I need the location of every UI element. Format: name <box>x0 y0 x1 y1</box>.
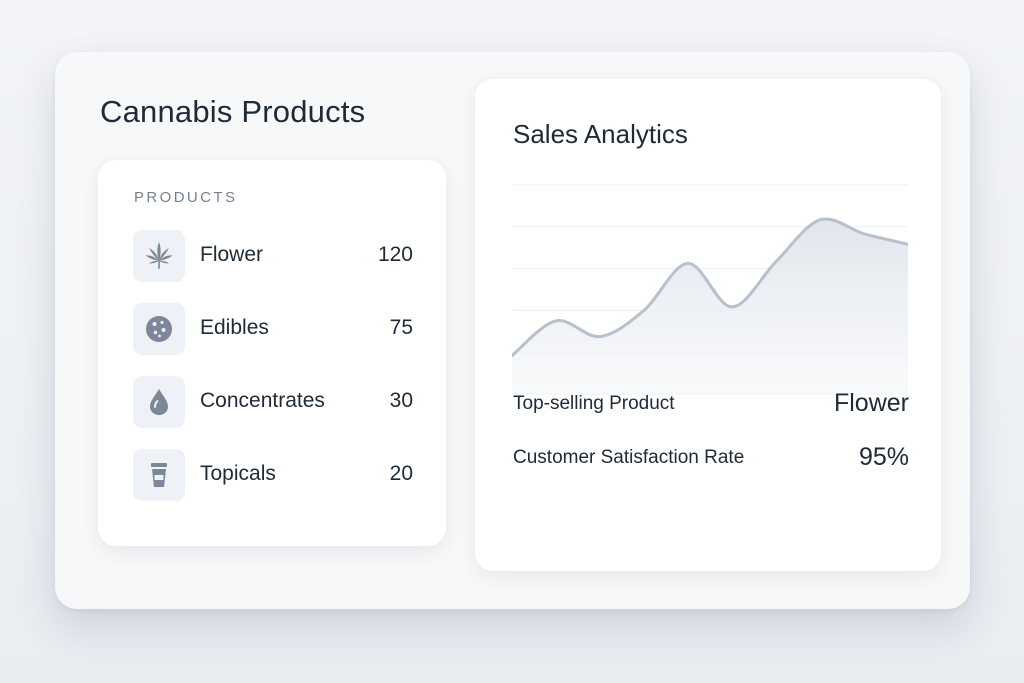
analytics-title: Sales Analytics <box>513 119 688 149</box>
top-selling-label: Top-selling Product <box>513 393 675 414</box>
product-count: 75 <box>389 316 413 339</box>
product-count: 120 <box>377 243 413 266</box>
top-selling-value: Flower <box>833 389 909 417</box>
product-name: Topicals <box>200 462 276 485</box>
product-row-flower[interactable]: Flower 120 <box>133 230 413 282</box>
sales-chart <box>512 184 908 395</box>
products-panel: PRODUCTS Flower 120 <box>98 160 446 546</box>
droplet-icon <box>133 376 185 428</box>
sales-analytics-panel: Sales Analytics Top-selling Product Flow… <box>475 79 941 571</box>
product-name: Concentrates <box>200 389 325 412</box>
dashboard-card: Cannabis Products PRODUCTS <box>55 52 970 609</box>
cookie-icon <box>133 303 185 355</box>
products-header: PRODUCTS <box>134 189 238 206</box>
product-row-concentrates[interactable]: Concentrates 30 <box>133 376 413 428</box>
chart-line <box>512 217 908 358</box>
product-name: Flower <box>200 243 264 266</box>
product-count: 20 <box>389 462 413 485</box>
page-title: Cannabis Products <box>100 94 366 129</box>
product-name: Edibles <box>200 316 269 339</box>
chart-area <box>512 218 908 394</box>
satisfaction-value: 95% <box>858 443 909 471</box>
cannabis-leaf-icon <box>133 230 185 282</box>
product-row-edibles[interactable]: Edibles 75 <box>133 303 413 355</box>
tube-icon <box>133 449 185 501</box>
satisfaction-label: Customer Satisfaction Rate <box>513 447 745 468</box>
product-count: 30 <box>389 389 413 412</box>
product-row-topicals[interactable]: Topicals 20 <box>133 449 413 501</box>
